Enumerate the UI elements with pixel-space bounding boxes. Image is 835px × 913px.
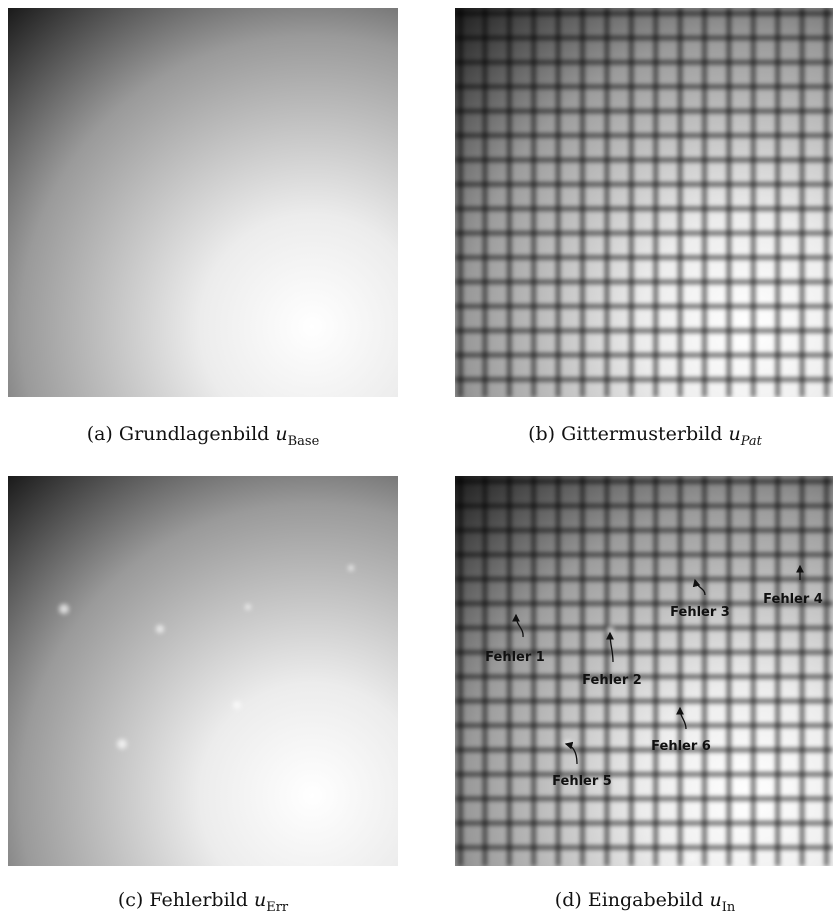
annotation: Fehler 6	[651, 739, 711, 754]
annotation: Fehler 1	[485, 650, 545, 665]
annotation: Fehler 4	[763, 592, 823, 607]
caption: (d) Eingabebild uIn	[555, 889, 736, 913]
image-base	[8, 8, 398, 397]
annotation: Fehler 2	[582, 673, 642, 688]
annotation: Fehler 5	[552, 774, 612, 789]
image-error	[8, 476, 398, 866]
caption: (b) Gittermusterbild uPat	[528, 423, 763, 449]
image-pattern	[455, 8, 833, 397]
annotation: Fehler 3	[670, 605, 730, 620]
image-input	[455, 476, 833, 866]
figure: (a) Grundlagenbild uBase (b) Gittermuste…	[0, 0, 835, 913]
caption: (c) Fehlerbild uErr	[118, 889, 289, 913]
caption: (a) Grundlagenbild uBase	[87, 423, 320, 449]
